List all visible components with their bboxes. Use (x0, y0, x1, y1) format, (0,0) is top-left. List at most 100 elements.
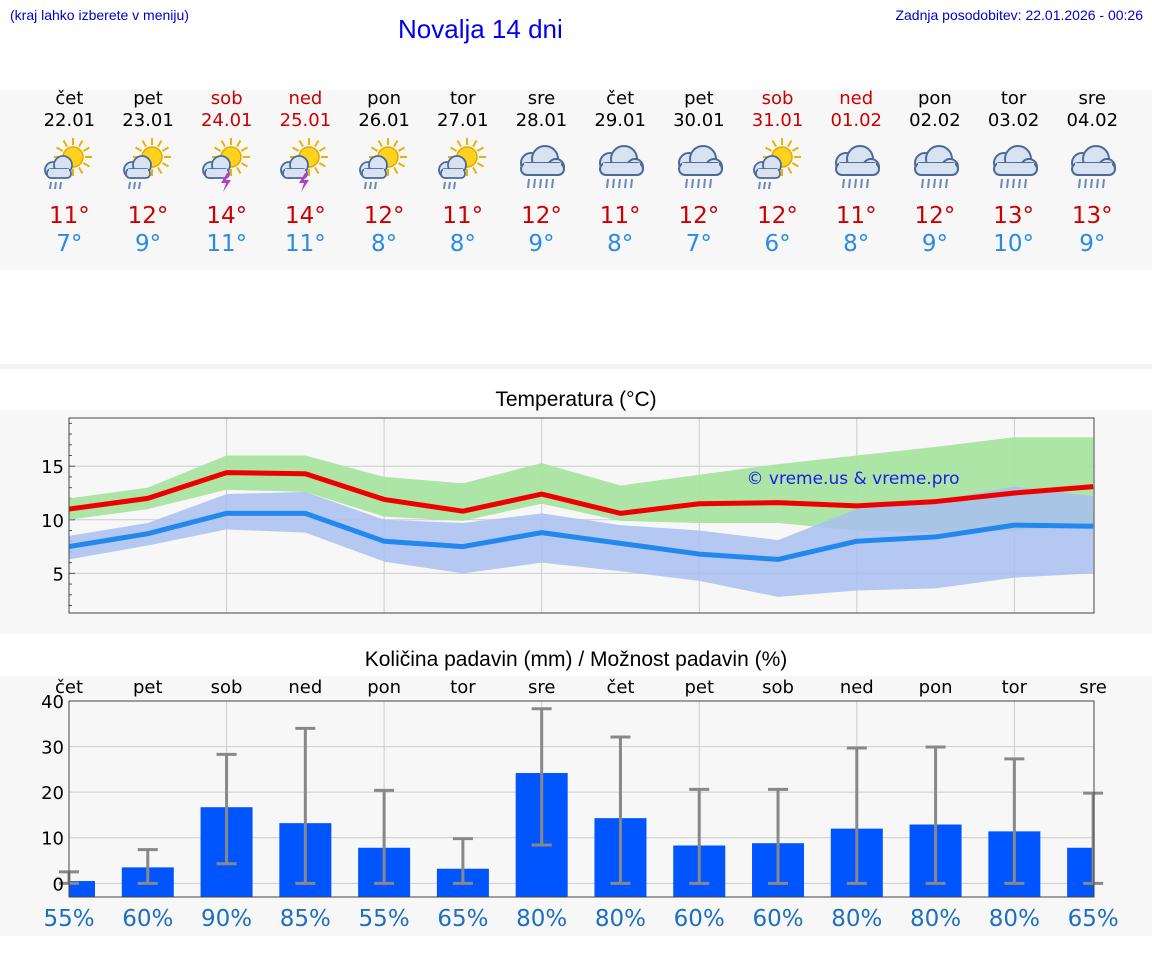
day-date: 27.01 (437, 110, 489, 131)
max-temp: 12° (914, 203, 956, 229)
sun-cloud-thunder-icon (266, 132, 345, 202)
day-name: sob (761, 88, 794, 109)
day-forecast: tor 03.02 13° 10° (974, 88, 1053, 258)
day-forecast: pon 26.01 12° 8° (345, 88, 424, 258)
day-date: 29.01 (594, 110, 646, 131)
day-axis-label: tor (450, 677, 476, 698)
day-name: sob (210, 88, 243, 109)
precip-chance-label: 60% (752, 906, 803, 932)
temperature-chart-title: Temperatura (°C) (495, 388, 657, 411)
day-name: čet (55, 88, 84, 109)
max-temp: 12° (363, 203, 405, 229)
day-name: pon (367, 88, 402, 109)
max-temp: 12° (678, 203, 720, 229)
day-axis-label: pet (133, 677, 163, 698)
day-forecast: sre 28.01 12° 9° (502, 88, 581, 258)
day-axis-label: ned (840, 677, 874, 698)
day-name: sre (527, 88, 556, 109)
sun-cloud-thunder-icon (187, 132, 266, 202)
precip-chance-label: 65% (1068, 906, 1119, 932)
max-temp-range-band (69, 437, 1094, 533)
min-temp-line (68, 510, 1094, 562)
day-forecast: sob 24.01 14° 11° (187, 88, 266, 258)
min-temp: 9° (134, 231, 162, 257)
precip-chance-label: 85% (280, 906, 331, 932)
day-name: pon (917, 88, 952, 109)
precip-chance-label: 65% (437, 906, 488, 932)
divider (0, 364, 1152, 369)
location-hint: (kraj lahko izberete v meniju) (10, 7, 189, 23)
cloud-rain-icon (581, 132, 660, 202)
max-temp: 11° (442, 203, 484, 229)
max-temp: 14° (206, 203, 248, 229)
y-tick-label: 0 (53, 874, 64, 895)
day-forecast: pon 02.02 12° 9° (896, 88, 975, 258)
day-date: 24.01 (200, 110, 253, 131)
day-axis-label: sob (762, 677, 794, 698)
cloud-rain-icon (1053, 132, 1132, 202)
precip-chance-label: 80% (831, 906, 882, 932)
day-axis-label: pon (919, 677, 953, 698)
day-forecast: pet 30.01 12° 7° (660, 88, 739, 258)
cloud-rain-icon (896, 132, 975, 202)
min-temp: 11° (285, 231, 326, 257)
day-date: 28.01 (515, 110, 568, 131)
precip-chance-label: 80% (989, 906, 1040, 932)
min-temp-range-band (69, 486, 1094, 597)
max-temp: 13° (1071, 203, 1113, 229)
cloud-rain-icon (660, 132, 739, 202)
cloud-rain-icon (974, 132, 1053, 202)
day-forecast: čet 22.01 11° 7° (30, 88, 109, 258)
sun-cloud-rain-icon (345, 132, 424, 202)
min-temp: 6° (764, 231, 791, 257)
max-temp: 11° (599, 203, 641, 229)
day-forecast: tor 27.01 11° 8° (423, 88, 502, 258)
day-name: tor (1000, 88, 1027, 109)
min-temp: 11° (206, 231, 248, 257)
day-name: čet (606, 88, 635, 109)
sun-cloud-rain-icon (109, 132, 188, 202)
day-axis-label: tor (1002, 677, 1028, 698)
day-name: ned (839, 88, 874, 109)
day-name: pet (684, 88, 714, 109)
day-date: 31.01 (751, 110, 804, 131)
precip-chance-label: 80% (516, 906, 567, 932)
precip-chance-label: 90% (201, 906, 252, 932)
precip-chance-label: 55% (359, 906, 410, 932)
day-date: 25.01 (279, 110, 332, 131)
min-temp: 8° (607, 231, 634, 257)
day-forecast: sre 04.02 13° 9° (1053, 88, 1132, 258)
watermark: © vreme.us & vreme.pro (746, 469, 959, 489)
min-temp: 7° (56, 231, 83, 257)
min-temp: 8° (371, 231, 398, 257)
day-axis-label: pon (367, 677, 401, 698)
min-temp: 10° (993, 231, 1034, 257)
precip-chance-label: 55% (43, 906, 94, 932)
precip-bar (1067, 847, 1094, 897)
day-date: 22.01 (43, 110, 96, 131)
precip-chance-label: 80% (910, 906, 961, 932)
min-temp: 8° (843, 231, 870, 257)
page-title: Novalja 14 dni (398, 14, 563, 44)
max-temp: 11° (48, 203, 90, 229)
day-date: 03.02 (987, 110, 1040, 131)
y-tick-label: 10 (41, 511, 64, 532)
day-date: 02.02 (909, 110, 961, 131)
cloud-rain-icon (502, 132, 581, 202)
precipitation-chart-title: Količina padavin (mm) / Možnost padavin … (364, 648, 788, 671)
min-temp: 8° (449, 231, 476, 257)
day-date: 30.01 (673, 110, 725, 131)
y-tick-label: 15 (41, 457, 64, 478)
daily-forecast-row: čet 22.01 11° 7° pet 23.01 12° 9° sob 24.01 14° 11°… (30, 88, 1132, 258)
precip-chance-label: 80% (595, 906, 646, 932)
day-axis-label: pet (684, 677, 714, 698)
precip-chance-label: 60% (674, 906, 725, 932)
y-tick-label: 30 (41, 738, 64, 759)
max-temp: 14° (285, 203, 326, 229)
day-forecast: čet 29.01 11° 8° (581, 88, 660, 258)
max-temp: 12° (521, 203, 562, 229)
day-date: 04.02 (1066, 110, 1119, 131)
max-temp-line (68, 470, 1094, 516)
plot-frame (68, 417, 1095, 614)
